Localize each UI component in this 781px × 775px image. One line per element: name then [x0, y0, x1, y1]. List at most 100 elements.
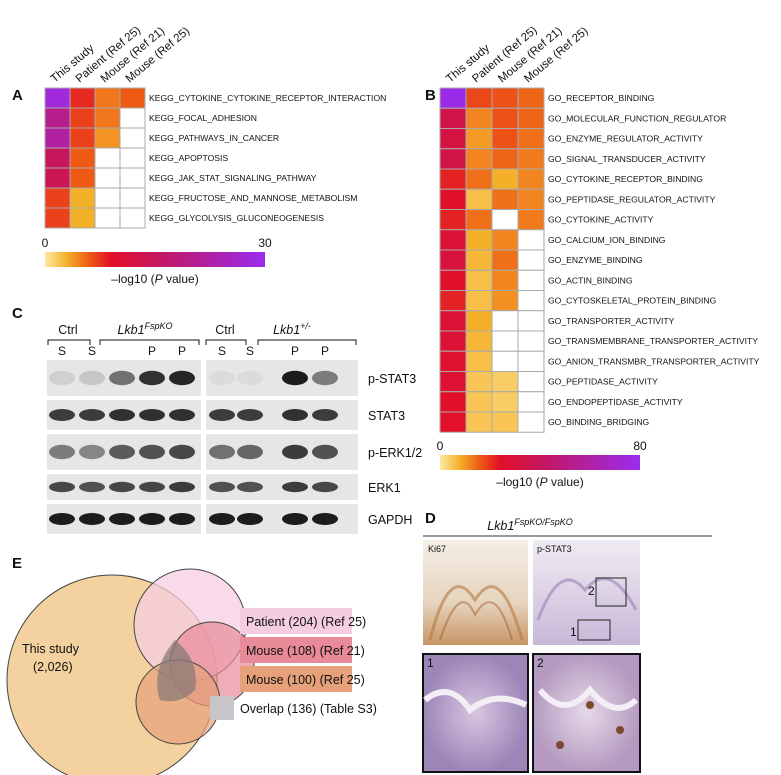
band — [169, 409, 195, 421]
heatmap-cell — [465, 148, 493, 170]
band — [139, 481, 165, 493]
band — [139, 513, 165, 525]
heatmap-cell — [465, 411, 493, 433]
row-label: GO_ENZYME_REGULATOR_ACTIVITY — [548, 134, 703, 144]
group-superscript: FspKO — [145, 321, 173, 331]
heatmap-cell — [119, 147, 146, 169]
heatmap-cell — [439, 128, 467, 150]
heatmap-cell — [491, 128, 519, 150]
row-label: GO_ACTIN_BINDING — [548, 275, 633, 285]
heatmap-cell — [517, 411, 545, 433]
heatmap-cell — [44, 107, 71, 129]
band — [312, 513, 338, 525]
band — [282, 481, 308, 493]
band — [282, 513, 308, 525]
row-label: KEGG_FRUCTOSE_AND_MANNOSE_METABOLISM — [149, 193, 357, 203]
heatmap-cell — [517, 391, 545, 413]
bracket — [205, 339, 247, 345]
band — [209, 481, 235, 493]
heatmap-cell — [119, 127, 146, 149]
band — [237, 409, 263, 421]
heatmap-cell — [439, 148, 467, 170]
heatmap-cell — [439, 168, 467, 190]
tissue — [423, 689, 528, 715]
caption-part: –log10 ( — [496, 475, 539, 489]
heatmap-cell — [69, 187, 96, 209]
group-label: Lkb1FspKO — [117, 321, 172, 337]
group-label: Ctrl — [58, 323, 77, 337]
band — [79, 481, 105, 493]
band — [49, 370, 75, 386]
heatmap-cell — [69, 207, 96, 229]
legend-swatch — [210, 696, 234, 720]
heatmap-cell — [44, 147, 71, 169]
heatmap-cell — [491, 330, 519, 352]
heatmap-cell — [465, 330, 493, 352]
heatmap-cell — [439, 209, 467, 231]
heatmap-cell — [119, 207, 146, 229]
band — [312, 481, 338, 493]
band — [209, 370, 235, 386]
main-set-count: (2,026) — [33, 660, 73, 674]
heatmap-cell — [439, 350, 467, 372]
band — [79, 409, 105, 421]
main-set-name: This study — [22, 642, 80, 656]
colorbar-tick-label: 0 — [437, 439, 444, 453]
colorbar-tick-label: 80 — [633, 439, 647, 453]
heatmap-cell — [439, 310, 467, 332]
ki67-image — [423, 540, 528, 645]
heatmap-cell — [439, 391, 467, 413]
band — [282, 409, 308, 421]
row-label: KEGG_JAK_STAT_SIGNALING_PATHWAY — [149, 173, 317, 183]
overlap — [157, 640, 196, 702]
heatmap-cell — [517, 229, 545, 251]
band — [79, 444, 105, 460]
row-label: GO_TRANSMEMBRANE_TRANSPORTER_ACTIVITY — [548, 336, 758, 346]
band — [169, 513, 195, 525]
heatmap-cell — [465, 128, 493, 150]
lane-label: P — [291, 344, 299, 358]
inset-label: 2 — [537, 656, 544, 670]
venn-diagram: E This study (2,026) Patient (204) (Ref 25)… — [6, 555, 377, 775]
title-name: Lkb1 — [487, 519, 514, 533]
heatmap-cell — [465, 371, 493, 393]
heatmap-cell — [465, 87, 493, 109]
heatmap-cell — [94, 127, 121, 149]
heatmap-cell — [119, 167, 146, 189]
heatmap-cell — [491, 148, 519, 170]
heatmap-cell — [465, 168, 493, 190]
band — [139, 409, 165, 421]
row-label: KEGG_CYTOKINE_CYTOKINE_RECEPTOR_INTERACT… — [149, 93, 386, 103]
heatmap-cell — [94, 187, 121, 209]
band — [209, 513, 235, 525]
heatmap-cell — [69, 167, 96, 189]
histology: D Lkb1FspKO/FspKO Ki67 p-STAT3 2 1 1 2 — [422, 510, 712, 773]
heatmap-cell — [465, 290, 493, 312]
row-label: GO_TRANSPORTER_ACTIVITY — [548, 316, 675, 326]
nucleus — [616, 726, 624, 734]
band — [49, 444, 75, 460]
legend-swatch — [240, 637, 352, 663]
heatmap-cell — [491, 371, 519, 393]
heatmap-cell — [517, 249, 545, 271]
heatmap-cell — [44, 187, 71, 209]
heatmap-cell — [439, 290, 467, 312]
row-label: KEGG_PATHWAYS_IN_CANCER — [149, 133, 279, 143]
legend-entry: Overlap (136) (Table S3) — [240, 702, 377, 716]
heatmap-cell — [119, 107, 146, 129]
heatmap-cell — [69, 107, 96, 129]
group-superscript: +/- — [300, 321, 311, 331]
group-name: Lkb1 — [273, 323, 300, 337]
group-name: Ctrl — [58, 323, 77, 337]
image-label: Ki67 — [428, 544, 446, 554]
caption-part: value) — [163, 272, 199, 286]
panel-label: E — [12, 555, 22, 572]
heatmap-cell — [439, 188, 467, 210]
band — [169, 481, 195, 493]
lane-label: S — [218, 344, 226, 358]
colorbar — [45, 252, 265, 267]
tissue — [536, 577, 638, 621]
